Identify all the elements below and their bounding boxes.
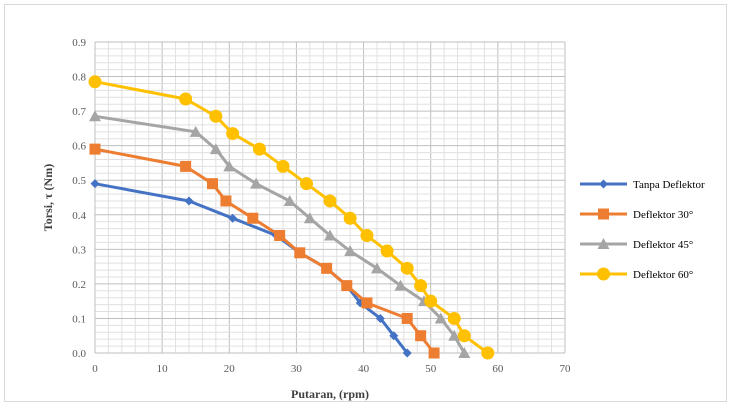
data-point-triangle xyxy=(371,262,383,274)
data-point-triangle xyxy=(223,160,236,172)
series-line xyxy=(93,182,409,355)
data-point-square xyxy=(598,208,609,220)
chart-frame xyxy=(4,4,727,402)
data-point-triangle xyxy=(597,238,610,249)
data-point-triangle xyxy=(303,212,316,224)
legend-label: Deflektor 60° xyxy=(633,269,693,281)
data-point-diamond xyxy=(90,179,100,189)
data-point-circle xyxy=(481,346,495,360)
data-point-triangle xyxy=(324,229,336,241)
x-tick-label: 30 xyxy=(291,363,303,375)
legend-item: Tanpa Deflektor xyxy=(580,179,705,191)
data-point-circle xyxy=(88,75,102,89)
data-point-square xyxy=(294,247,306,259)
y-tick-label: 0.5 xyxy=(72,175,86,187)
y-tick-label: 0.1 xyxy=(72,313,86,325)
data-point-square xyxy=(321,262,333,274)
legend-item: Deflektor 45° xyxy=(580,238,693,251)
data-point-square xyxy=(220,195,232,207)
data-point-circle xyxy=(276,159,290,173)
data-point-triangle xyxy=(344,245,357,257)
data-point-circle xyxy=(457,329,471,343)
series-deflektor-60- xyxy=(88,75,495,360)
x-tick-label: 20 xyxy=(224,363,236,375)
x-tick-label: 70 xyxy=(560,363,572,375)
y-tick-label: 0.2 xyxy=(72,279,86,291)
data-point-diamond xyxy=(599,179,608,189)
data-point-square xyxy=(401,312,413,324)
y-tick-label: 0.3 xyxy=(72,244,86,256)
data-point-circle xyxy=(253,142,266,156)
y-tick-label: 0.4 xyxy=(72,210,86,222)
legend-label: Deflektor 30° xyxy=(633,209,693,221)
data-point-circle xyxy=(400,261,414,275)
tick-labels: 0 10 20 30 40 50 60 70 0.0 0.1 0.2 0.3 0.4 0.5 0.6 0.7 0… xyxy=(72,37,571,375)
y-axis-title: Torsi, τ (Nm) xyxy=(41,164,55,231)
data-point-triangle xyxy=(434,312,447,324)
data-point-circle xyxy=(209,109,223,123)
data-point-diamond xyxy=(402,348,412,358)
data-point-circle xyxy=(414,279,428,293)
data-point-triangle xyxy=(250,177,263,189)
series-line xyxy=(93,80,490,355)
data-point-square xyxy=(207,178,218,190)
y-tick-label: 0.6 xyxy=(72,141,86,153)
x-tick-label: 40 xyxy=(358,363,370,375)
y-tick-label: 0.9 xyxy=(72,37,86,49)
data-point-circle xyxy=(597,267,610,281)
data-point-triangle xyxy=(394,279,407,291)
series-deflektor-30- xyxy=(89,143,440,359)
legend-item: Deflektor 60° xyxy=(580,267,693,281)
data-point-square xyxy=(274,230,286,242)
data-point-square xyxy=(428,347,440,359)
data-point-square xyxy=(341,280,353,292)
x-tick-label: 50 xyxy=(425,363,437,375)
x-tick-label: 60 xyxy=(492,363,504,375)
data-point-square xyxy=(89,143,101,155)
data-point-square xyxy=(247,212,259,224)
data-point-diamond xyxy=(389,331,399,341)
data-point-circle xyxy=(226,127,240,141)
data-point-circle xyxy=(447,311,461,325)
data-point-circle xyxy=(380,244,394,258)
x-axis-title: Putaran, (rpm) xyxy=(291,387,369,401)
data-point-circle xyxy=(360,229,374,243)
data-point-square xyxy=(361,297,373,309)
data-point-diamond xyxy=(375,313,385,323)
series-layer xyxy=(88,75,495,360)
y-tick-label: 0.8 xyxy=(72,72,86,84)
data-point-diamond xyxy=(228,213,238,223)
legend-item: Deflektor 30° xyxy=(580,208,693,221)
y-tick-label: 0.0 xyxy=(72,348,86,360)
data-point-triangle xyxy=(89,110,101,122)
data-point-triangle xyxy=(189,125,202,137)
y-tick-label: 0.7 xyxy=(72,106,86,118)
data-point-triangle xyxy=(283,194,296,206)
x-tick-label: 0 xyxy=(92,363,98,375)
data-point-triangle xyxy=(458,347,471,358)
data-point-triangle xyxy=(209,143,222,155)
data-point-circle xyxy=(300,177,313,191)
x-tick-label: 10 xyxy=(157,363,169,375)
data-point-diamond xyxy=(184,196,194,206)
data-point-square xyxy=(180,160,192,172)
legend-label: Deflektor 45° xyxy=(633,239,693,251)
data-point-circle xyxy=(179,92,193,106)
data-point-circle xyxy=(424,294,438,308)
series-deflektor-45- xyxy=(89,110,471,358)
legend: Tanpa Deflektor Deflektor 30° Deflektor 45… xyxy=(580,179,705,281)
data-point-triangle xyxy=(448,329,461,341)
data-point-circle xyxy=(323,194,337,208)
data-point-circle xyxy=(343,211,357,225)
data-point-square xyxy=(415,330,427,342)
legend-label: Tanpa Deflektor xyxy=(633,179,705,191)
